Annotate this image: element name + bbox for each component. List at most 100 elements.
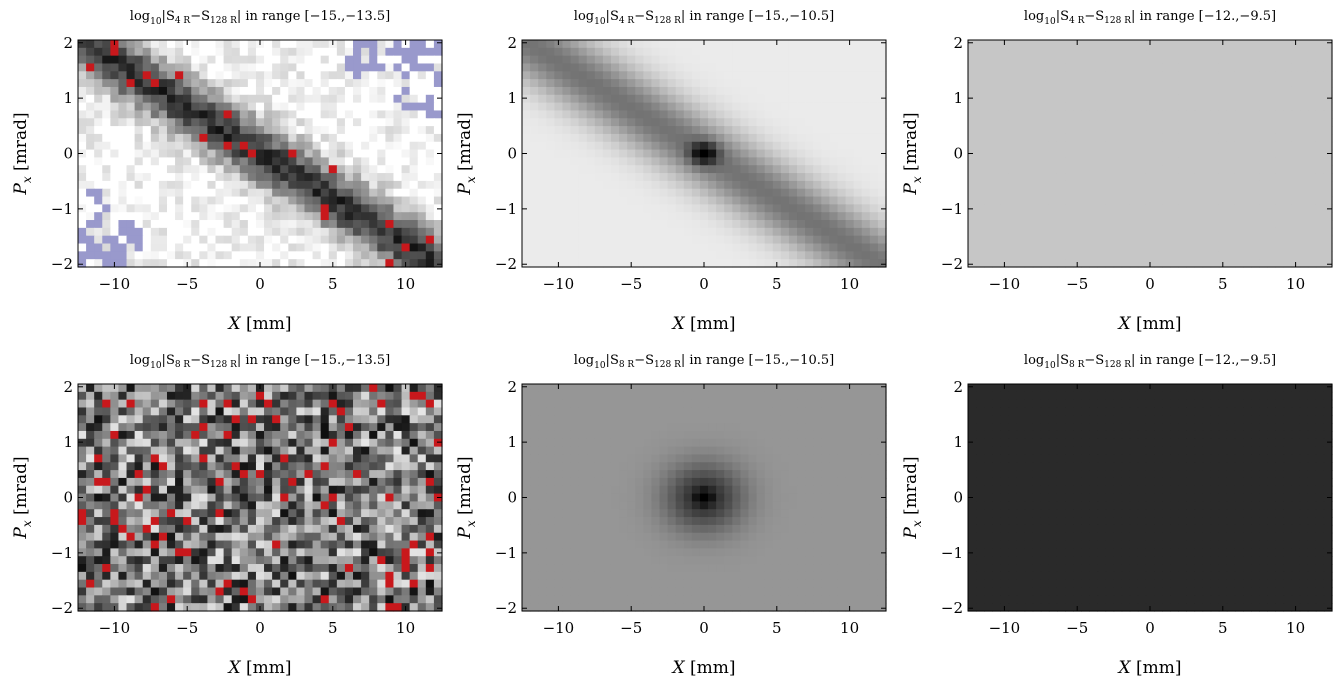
heatmap-cell xyxy=(684,204,693,212)
heatmap-cell xyxy=(110,181,119,189)
heatmap-cell xyxy=(1170,189,1179,197)
heatmap-cell xyxy=(191,197,200,205)
heatmap-cell xyxy=(402,228,411,236)
heatmap-cell xyxy=(603,126,612,134)
heatmap-cell xyxy=(288,244,297,252)
heatmap-cell xyxy=(272,447,281,455)
heatmap-cell xyxy=(1275,110,1284,118)
heatmap-cell xyxy=(393,157,402,165)
heatmap-cell xyxy=(410,150,419,158)
heatmap-cell xyxy=(562,165,571,173)
heatmap-cell xyxy=(846,118,855,126)
heatmap-cell xyxy=(402,525,411,533)
heatmap-cell xyxy=(264,228,273,236)
heatmap-cell xyxy=(968,189,977,197)
heatmap-cell xyxy=(345,423,354,431)
heatmap-cell xyxy=(183,173,192,181)
heatmap-cell xyxy=(854,103,863,111)
heatmap-cell xyxy=(377,431,386,439)
heatmap-cell xyxy=(1203,220,1212,228)
heatmap-cell xyxy=(377,150,386,158)
heatmap-cell xyxy=(740,251,749,259)
heatmap-cell xyxy=(635,204,644,212)
heatmap-cell xyxy=(78,236,87,244)
heatmap-cell xyxy=(724,236,733,244)
heatmap-cell xyxy=(992,103,1001,111)
heatmap-cell xyxy=(554,95,563,103)
heatmap-cell xyxy=(207,157,216,165)
heatmap-cell xyxy=(546,110,555,118)
heatmap-cell xyxy=(854,165,863,173)
heatmap-cell xyxy=(224,79,233,87)
heatmap-cell xyxy=(1243,173,1252,181)
heatmap-cells xyxy=(522,40,887,268)
heatmap-cell xyxy=(1089,63,1098,71)
heatmap-cell xyxy=(296,134,305,142)
heatmap-cell xyxy=(1106,157,1115,165)
heatmap-cell xyxy=(562,95,571,103)
heatmap-cell xyxy=(611,126,620,134)
heatmap-cell xyxy=(976,48,985,56)
heatmap-cell xyxy=(1154,126,1163,134)
heatmap-cell xyxy=(595,181,604,189)
heatmap-cell xyxy=(369,220,378,228)
heatmap-cell xyxy=(1170,40,1179,48)
heatmap-cell xyxy=(418,134,427,142)
heatmap-cell xyxy=(1251,150,1260,158)
heatmap-cell xyxy=(1251,244,1260,252)
heatmap-cell xyxy=(1114,150,1123,158)
heatmap-cell xyxy=(984,244,993,252)
heatmap-cell xyxy=(345,150,354,158)
heatmap-cell xyxy=(86,87,95,95)
heatmap-cell xyxy=(1203,95,1212,103)
heatmap-cell xyxy=(159,142,168,150)
heatmap-cell xyxy=(377,87,386,95)
heatmap-cell xyxy=(968,63,977,71)
heatmap-cell xyxy=(240,228,249,236)
heatmap-cell xyxy=(135,220,144,228)
heatmap-cell xyxy=(1097,87,1106,95)
heatmap-cell xyxy=(1243,228,1252,236)
heatmap-cell xyxy=(595,134,604,142)
heatmap-cell xyxy=(854,63,863,71)
heatmap-cell xyxy=(1186,118,1195,126)
heatmap-cell xyxy=(94,548,103,556)
heatmap-cell xyxy=(264,212,273,220)
heatmap-cell xyxy=(199,384,208,392)
heatmap-cells xyxy=(78,40,443,268)
heatmap-cell xyxy=(765,71,774,79)
heatmap-cell xyxy=(1251,204,1260,212)
heatmap-cell xyxy=(708,251,717,259)
heatmap-cell xyxy=(1219,150,1228,158)
heatmap-cell xyxy=(878,259,887,267)
heatmap-cell xyxy=(361,118,370,126)
heatmap-cell xyxy=(611,103,620,111)
heatmap-cell xyxy=(1308,110,1317,118)
heatmap-cell xyxy=(207,407,216,415)
heatmap-cell xyxy=(304,40,313,48)
heatmap-cell xyxy=(1292,150,1301,158)
heatmap-cell xyxy=(538,244,547,252)
heatmap-cell xyxy=(272,110,281,118)
heatmap-cell xyxy=(102,259,111,267)
heatmap-cell xyxy=(968,71,977,79)
heatmap-cell xyxy=(1283,126,1292,134)
heatmap-cell xyxy=(1243,110,1252,118)
heatmap-cell xyxy=(862,181,871,189)
heatmap-cell xyxy=(118,118,127,126)
heatmap-cell xyxy=(781,212,790,220)
heatmap-cell xyxy=(110,494,119,502)
heatmap-cell xyxy=(248,501,257,509)
heatmap-cell xyxy=(1097,244,1106,252)
heatmap-cell xyxy=(353,95,362,103)
heatmap-cell xyxy=(199,220,208,228)
heatmap-cell xyxy=(765,251,774,259)
heatmap-cell xyxy=(619,251,628,259)
heatmap-cell xyxy=(554,212,563,220)
heatmap-cell xyxy=(1235,173,1244,181)
heatmap-cell xyxy=(288,439,297,447)
heatmap-cell xyxy=(321,517,330,525)
heatmap-cell xyxy=(627,197,636,205)
heatmap-cell xyxy=(651,251,660,259)
heatmap-cell xyxy=(805,56,814,64)
